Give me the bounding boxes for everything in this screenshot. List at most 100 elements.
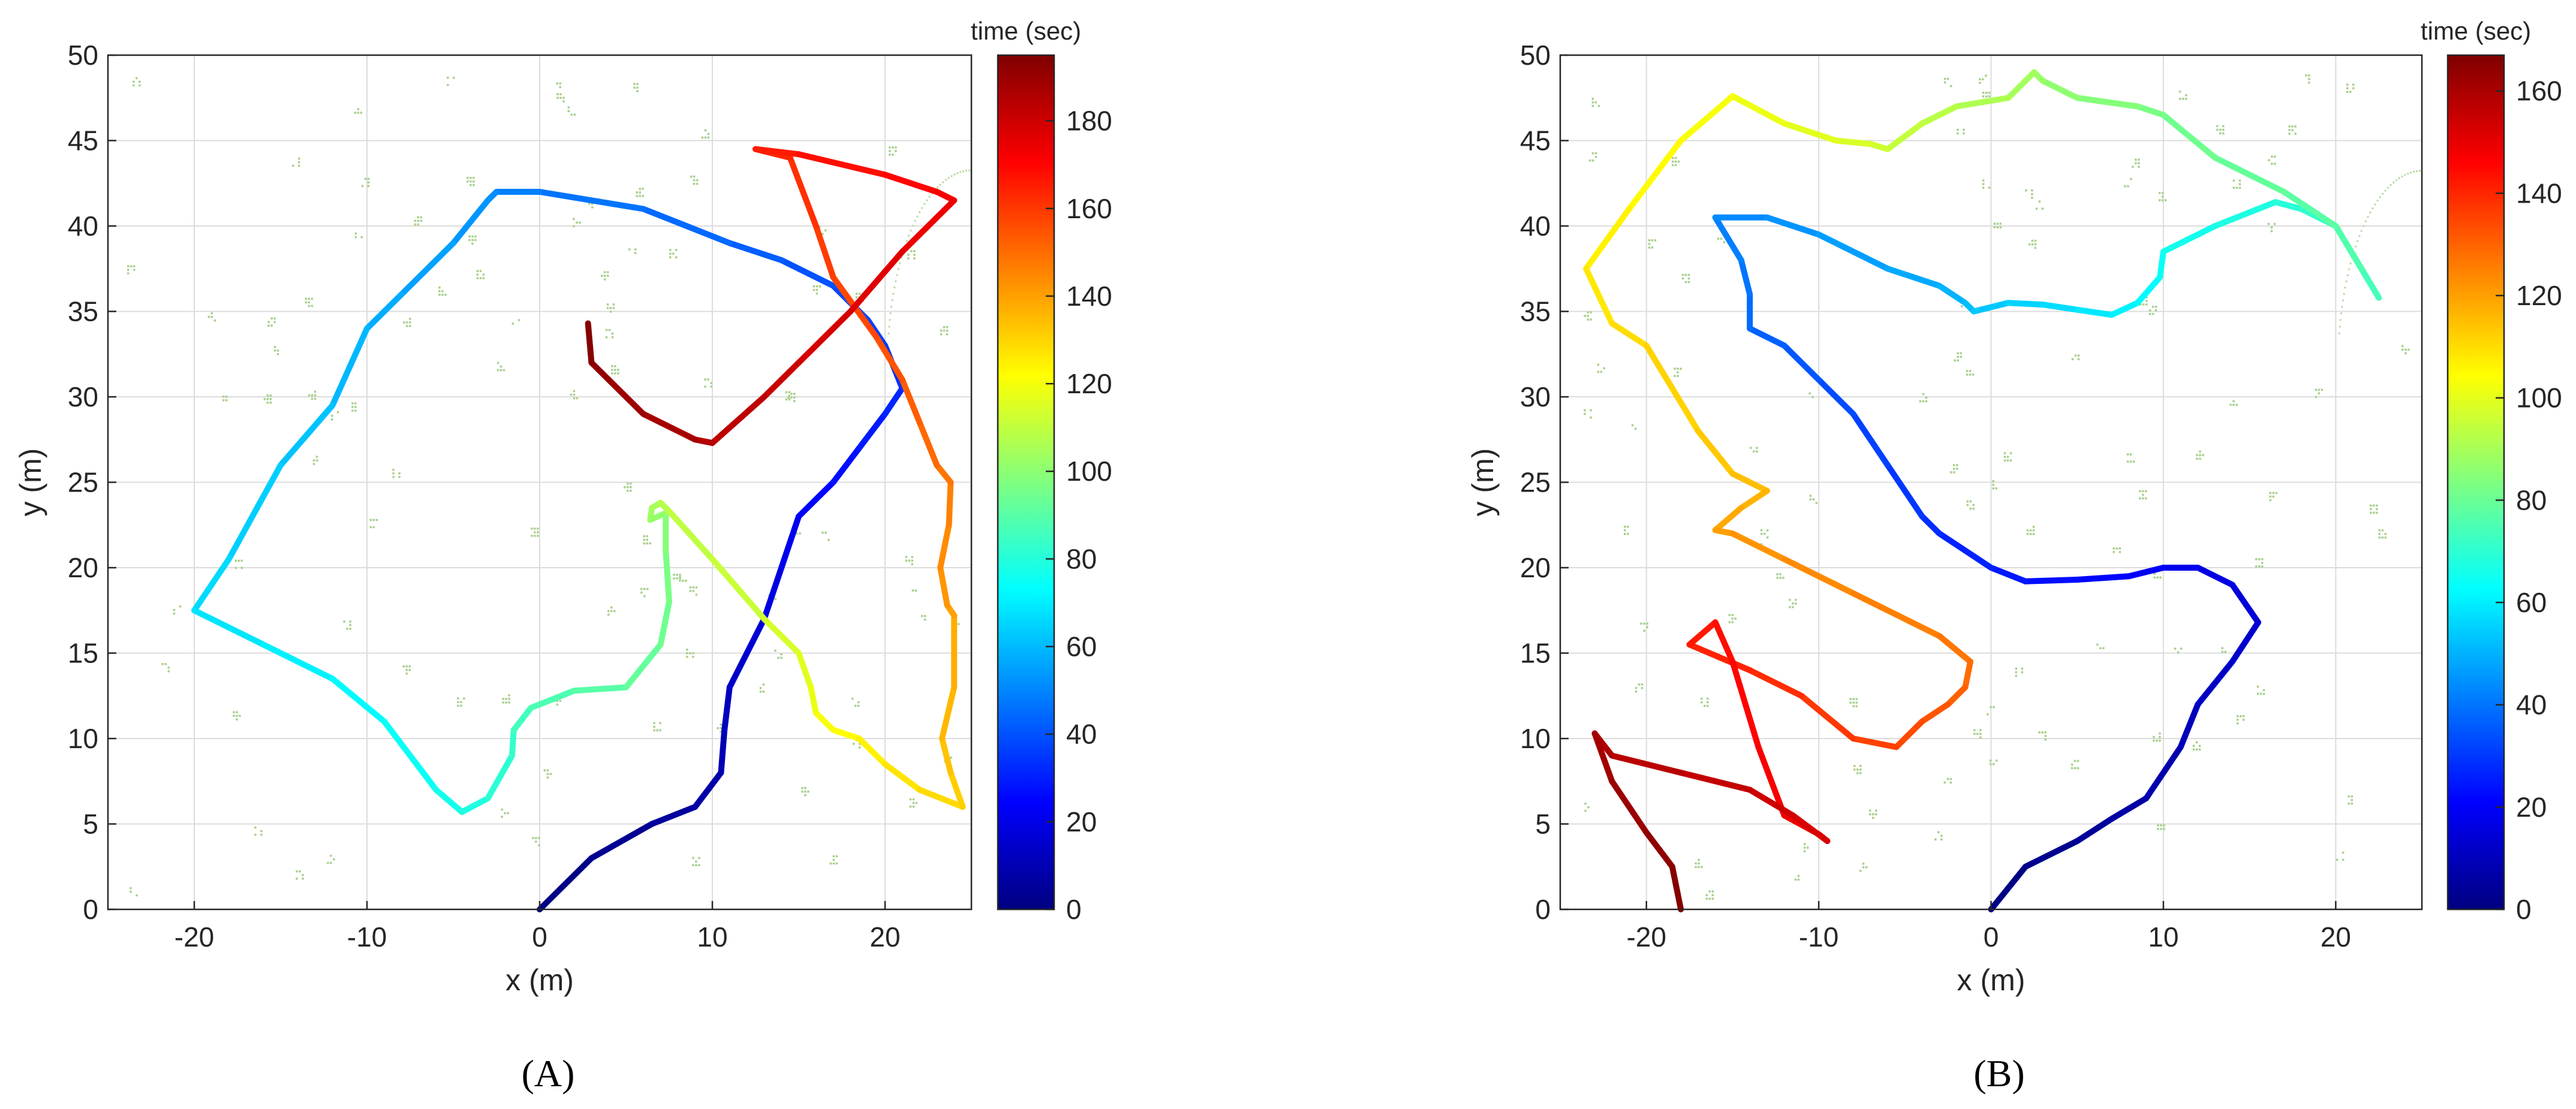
panel-b-obstacle (2071, 760, 2080, 770)
panel-a-obstacle (679, 576, 687, 582)
panel-b-obstacle (2369, 212, 2372, 214)
panel-b-x-tick-label: -20 (1626, 921, 1666, 953)
panel-b-obstacle (1750, 447, 1758, 453)
panel-a-obstacle (965, 170, 968, 172)
panel-a-trajectory-segment (847, 248, 905, 315)
panel-a-trajectory-segment (796, 151, 888, 178)
panel-a-colorbar-tick-label: 160 (1066, 193, 1112, 224)
panel-b-obstacle (2416, 170, 2418, 172)
panel-b-trajectory-segment (1988, 863, 2029, 912)
panel-b-x-tick-label: 0 (1984, 921, 1999, 953)
panel-a-obstacle (606, 303, 615, 313)
panel-a-trajectory-segment (709, 394, 768, 446)
panel-a-colorbar-tick-label: 20 (1066, 806, 1097, 837)
panel-a-trajectory-segment (916, 419, 940, 468)
panel-a-obstacle (928, 195, 931, 198)
panel-a-obstacle (343, 620, 351, 630)
panel-b-trajectory-segment (1747, 786, 1796, 819)
panel-b-trajectory-segment (2134, 274, 2163, 306)
panel-a-grid (108, 55, 971, 910)
panel-a-obstacle (942, 181, 944, 183)
panel-b-obstacle (2132, 158, 2140, 168)
panel-a-x-tick-label: -10 (347, 921, 387, 953)
panel-a-y-tick-label: 35 (68, 296, 98, 327)
panel-a-obstacle (959, 171, 962, 173)
panel-a-trajectory-segment (796, 308, 854, 366)
panel-b-x-tick-label: 20 (2321, 921, 2351, 953)
panel-b-trajectory-segment (2039, 77, 2081, 101)
panel-a-obstacle (438, 286, 447, 296)
panel-a-trajectory-segment (934, 189, 958, 204)
panel-b-obstacle (1979, 74, 1987, 84)
panel-b-obstacle (2398, 177, 2400, 179)
panel-a-x-tick-label: 10 (697, 921, 727, 953)
panel-a-obstacle (402, 665, 411, 675)
panel-a-obstacle (774, 649, 783, 659)
panel-b-obstacle (2402, 345, 2410, 355)
panel-b-obstacle (2382, 192, 2384, 195)
panel-a-trajectory-segment (640, 206, 733, 246)
panel-b-obstacle (2112, 547, 2121, 553)
panel-a-obstacle (573, 218, 581, 228)
panel-a-obstacle (944, 179, 947, 181)
panel-a-obstacle (888, 326, 890, 328)
panel-a-trajectory-segment (796, 496, 819, 520)
panel-b-trajectory-segment (1583, 206, 1632, 272)
panel-b-obstacle (1869, 809, 1877, 819)
panel-a-obstacle (686, 648, 694, 658)
panel-a-obstacle (796, 532, 801, 535)
panel-b-obstacle (2395, 179, 2397, 182)
panel-a-obstacle (821, 531, 830, 541)
panel-a-obstacle (605, 329, 614, 339)
panel-a-trajectory-segment (537, 189, 646, 212)
panel-b-obstacle (1671, 156, 1680, 167)
panel-b-obstacle (2305, 74, 2310, 84)
panel-b-obstacle (1597, 363, 1606, 373)
panel-b-trajectory-segment (2134, 103, 2166, 118)
panel-a-colorbar-ticks: 0 20 40 60 80 100 120 140 160 180 (1046, 106, 1112, 925)
panel-b-trajectory-segment (1678, 93, 1736, 144)
panel-b-trajectory-segment (1885, 120, 1925, 152)
panel-b-obstacle (1957, 128, 1965, 135)
panel-a-trajectory-segment (937, 522, 952, 571)
panel-a-trajectory-segment (510, 704, 534, 733)
panel-b-colorbar-tick-label: 160 (2516, 76, 2562, 107)
panel-b-trajectory-segment (2229, 619, 2261, 665)
panel-a-trajectory-segment (692, 770, 724, 810)
panel-b-obstacle (1584, 409, 1592, 419)
panel-b-trajectory-segment (1936, 633, 1974, 665)
panel-b-trajectory-segment (1962, 658, 1974, 691)
panel-a-obstacle (312, 456, 318, 465)
panel-a-obstacle (759, 683, 765, 693)
panel-b-obstacle (2341, 306, 2343, 308)
panel-a-trajectory-segment (796, 650, 814, 691)
panel-b-x-tick-label: 10 (2148, 921, 2178, 953)
panel-b-trajectory-segment (1609, 778, 1650, 836)
panel-b-obstacle (2038, 731, 2047, 741)
panel-a-obstacle (207, 312, 216, 322)
panel-b-trajectory-segment (1919, 513, 1943, 537)
panel-a-trajectory-segment (873, 334, 905, 383)
panel-a-obstacle (920, 614, 926, 621)
panel-a-trajectory-segment (571, 684, 629, 694)
panel-b-obstacle (2126, 453, 2135, 463)
panel-b-trajectory-segment (1686, 641, 1753, 673)
panel-b-trajectory-segment (2281, 189, 2339, 229)
panel-a-trajectory-segment (947, 770, 966, 810)
panel-a-colorbar-tick-label: 120 (1066, 368, 1112, 399)
panel-a-obstacle (889, 146, 897, 156)
panel-b-obstacle (1808, 392, 1814, 399)
panel-b-trajectory-segment (1729, 93, 1787, 126)
panel-a-obstacle (940, 326, 949, 336)
panel-a-obstacle (361, 177, 370, 188)
panel-b-obstacle (2216, 125, 2225, 135)
panel-b-trajectory-segment (1669, 863, 1684, 912)
panel-a-obstacle (234, 559, 243, 569)
panel-b-colorbar-tick-label: 120 (2516, 280, 2562, 311)
panel-b-trajectory-segment (1885, 266, 1943, 289)
panel-a-x-tick-label: 0 (532, 921, 547, 953)
panel-b-trajectory-segment (1936, 531, 1994, 571)
panel-a-obstacle (556, 82, 561, 88)
panel-a-obstacle (327, 854, 335, 864)
panel-a-obstacle (567, 106, 576, 116)
